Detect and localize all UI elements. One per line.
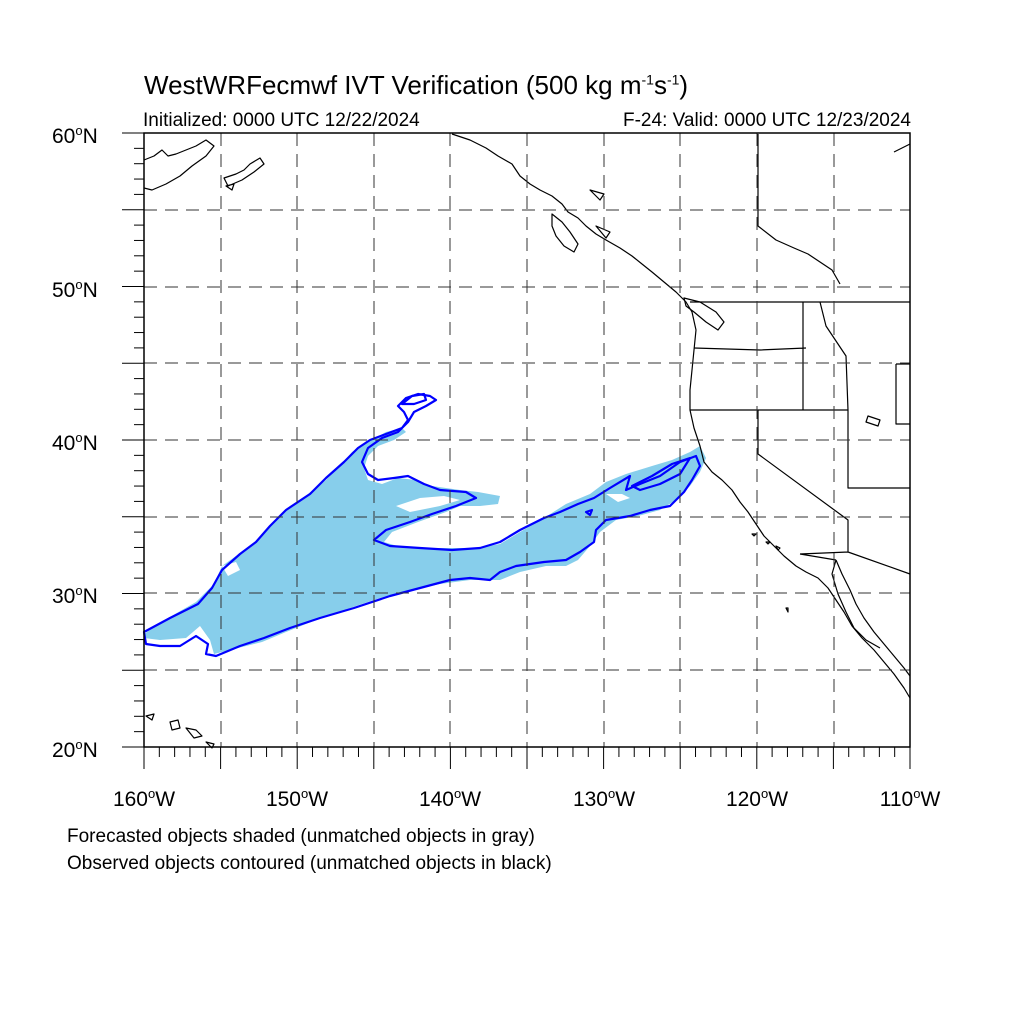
baja-peninsula	[831, 559, 911, 677]
lon-label-120: 120oW	[725, 786, 789, 811]
forecast-objects	[144, 428, 706, 654]
observed-contour-loop-north	[400, 392, 428, 406]
map-title: WestWRFecmwf IVT Verification (500 kg m-…	[144, 70, 689, 100]
lat-label-40: 40oN	[52, 430, 98, 455]
forecast-hole-east	[606, 494, 630, 502]
lon-label-150: 150oW	[265, 786, 329, 811]
lat-label-30: 30oN	[52, 583, 98, 608]
state-borders	[690, 301, 911, 575]
observed-objects	[142, 392, 702, 658]
observed-contour-loop-east	[630, 456, 692, 492]
channel-islands	[751, 533, 789, 613]
axis-ticks	[122, 132, 911, 769]
hawaii-islands	[145, 713, 215, 749]
coastlines	[143, 133, 911, 749]
lat-label-20: 20oN	[52, 737, 98, 762]
lon-label-110: 110oW	[879, 786, 941, 811]
alaska-islands	[223, 157, 265, 191]
lat-label-60: 60oN	[52, 123, 98, 148]
pacific-northwest-coast	[451, 133, 911, 699]
legend-forecast-note: Forecasted objects shaded (unmatched obj…	[67, 826, 535, 847]
valid-time: F-24: Valid: 0000 UTC 12/23/2024	[623, 110, 911, 131]
lon-label-130: 130oW	[572, 786, 636, 811]
forecast-object-shading	[144, 428, 706, 654]
lat-label-50: 50oN	[52, 277, 98, 302]
lon-label-140: 140oW	[418, 786, 482, 811]
alaska-coast	[143, 139, 215, 191]
canada-interior	[757, 134, 911, 427]
graticule	[144, 133, 910, 747]
observed-contour-main	[142, 392, 702, 658]
lon-label-160: 160oW	[112, 786, 176, 811]
bc-islands	[551, 189, 725, 331]
legend-observed-note: Observed objects contoured (unmatched ob…	[67, 853, 552, 874]
observed-contour-small	[584, 508, 594, 517]
forecast-hole-middle	[396, 496, 460, 512]
initialized-time: Initialized: 0000 UTC 12/22/2024	[143, 110, 420, 131]
